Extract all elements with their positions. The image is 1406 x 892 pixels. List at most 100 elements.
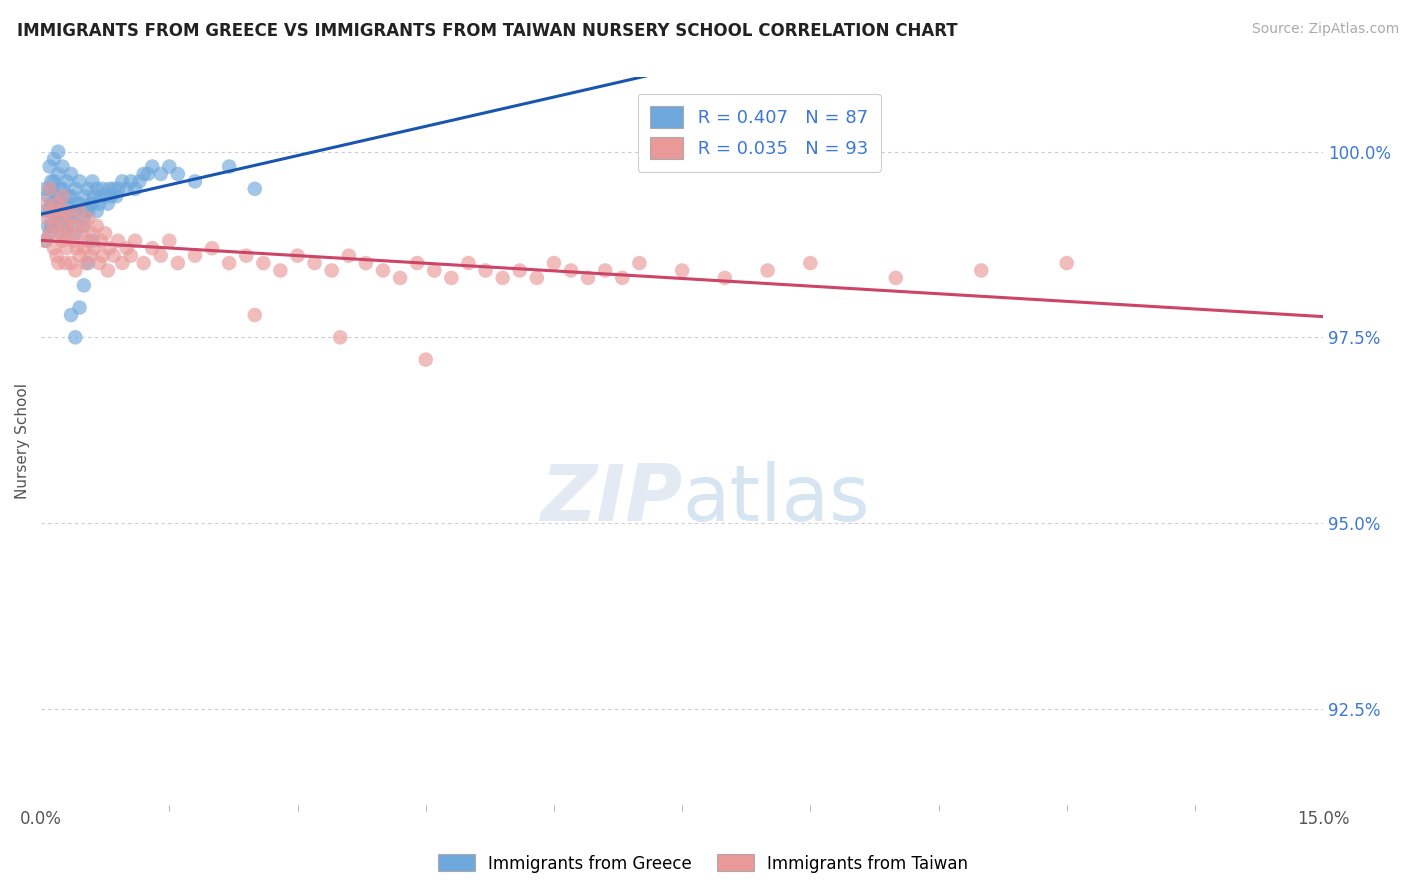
Point [287,249,309,263]
Point [77,204,100,219]
Point [38,160,60,174]
Point [37,219,59,233]
Point [136,167,159,181]
Point [94,189,117,203]
Point [60,189,83,203]
Point [86,204,108,219]
Point [69,249,91,263]
Point [41,174,63,188]
Point [304,256,326,270]
Point [89,196,111,211]
Point [38,227,60,241]
Point [37,211,59,226]
Point [82,227,104,241]
Point [440,271,463,285]
Point [46,256,69,270]
Point [58,227,80,241]
Point [66,241,89,255]
Point [132,256,155,270]
Point [34,234,56,248]
Point [45,189,67,203]
Point [120,249,142,263]
Point [62,234,84,248]
Point [69,174,91,188]
Point [75,204,97,219]
Point [46,211,69,226]
Point [41,196,63,211]
Point [73,211,96,226]
Point [83,241,105,255]
Point [167,167,190,181]
Point [60,308,83,322]
Point [509,263,531,277]
Point [799,256,821,270]
Point [184,174,207,188]
Point [124,182,146,196]
Point [423,263,446,277]
Point [111,174,134,188]
Point [103,182,125,196]
Point [91,182,114,196]
Point [94,227,117,241]
Point [593,263,616,277]
Point [491,271,513,285]
Point [884,271,907,285]
Point [62,204,84,219]
Point [60,256,83,270]
Point [97,263,120,277]
Point [60,211,83,226]
Point [149,167,172,181]
Point [77,256,100,270]
Point [70,219,93,233]
Point [77,182,100,196]
Point [60,211,83,226]
Point [91,249,114,263]
Point [389,271,412,285]
Point [73,278,96,293]
Point [55,196,77,211]
Point [65,182,87,196]
Point [97,196,120,211]
Point [86,219,108,233]
Point [235,249,257,263]
Text: IMMIGRANTS FROM GREECE VS IMMIGRANTS FROM TAIWAN NURSERY SCHOOL CORRELATION CHAR: IMMIGRANTS FROM GREECE VS IMMIGRANTS FRO… [17,22,957,40]
Point [49,204,72,219]
Point [45,196,67,211]
Legend:  R = 0.407   N = 87,  R = 0.035   N = 93: R = 0.407 N = 87, R = 0.035 N = 93 [637,94,880,172]
Point [51,160,73,174]
Point [70,227,93,241]
Point [41,219,63,233]
Point [49,182,72,196]
Point [38,182,60,196]
Text: Source: ZipAtlas.com: Source: ZipAtlas.com [1251,22,1399,37]
Point [53,256,76,270]
Point [53,196,76,211]
Point [73,219,96,233]
Point [51,227,73,241]
Point [55,174,77,188]
Point [98,182,121,196]
Point [115,182,138,196]
Point [42,196,65,211]
Point [98,241,121,255]
Point [49,227,72,241]
Point [103,249,125,263]
Point [1056,256,1078,270]
Point [41,204,63,219]
Point [34,182,56,196]
Point [82,196,104,211]
Point [65,263,87,277]
Point [90,189,112,203]
Point [51,189,73,203]
Point [128,174,150,188]
Point [58,189,80,203]
Point [55,241,77,255]
Point [77,234,100,248]
Point [714,271,737,285]
Point [157,160,180,174]
Point [53,219,76,233]
Point [970,263,993,277]
Point [65,204,87,219]
Point [65,330,87,344]
Point [60,167,83,181]
